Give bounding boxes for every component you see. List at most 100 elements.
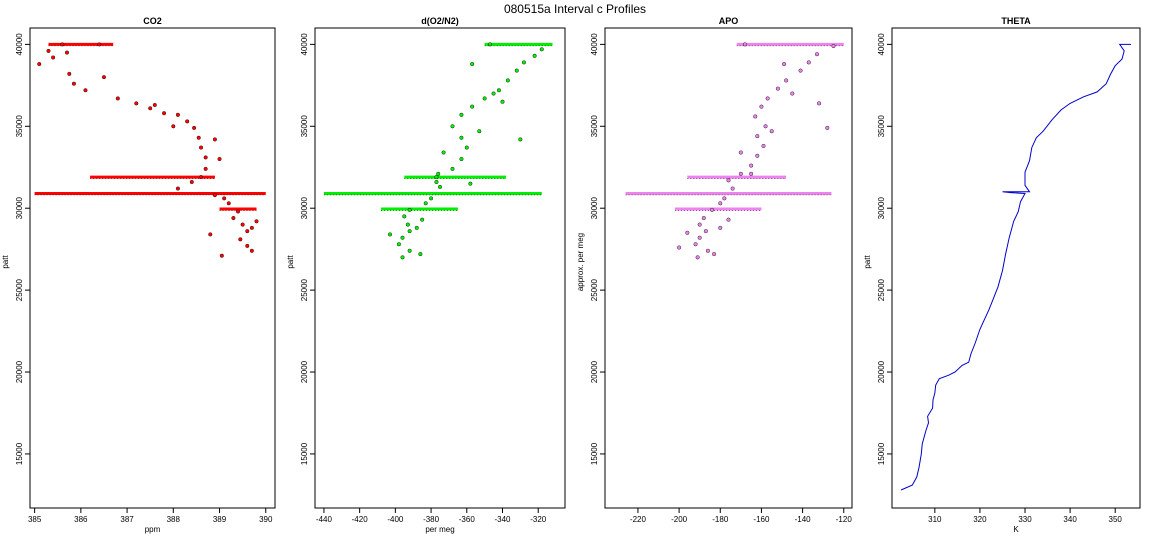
data-point: [491, 91, 496, 96]
x-tick-label: 350: [1109, 515, 1123, 524]
data-point: [162, 111, 167, 116]
data-point: [217, 157, 222, 162]
data-point: [790, 91, 795, 96]
y-axis-label: approx. per meg: [576, 233, 585, 291]
x-tick-label: 385: [28, 515, 42, 524]
data-point: [697, 222, 702, 227]
data-point: [429, 196, 434, 201]
data-point: [477, 129, 482, 134]
data-point: [212, 193, 217, 198]
data-point: [718, 225, 723, 230]
y-tick-label: 25000: [590, 278, 599, 301]
data-point: [459, 135, 464, 140]
y-tick-label: 35000: [877, 115, 886, 138]
data-point: [710, 207, 715, 212]
data-point: [199, 145, 204, 150]
data-point: [514, 68, 519, 73]
data-point: [712, 252, 717, 257]
x-tick-label: -180: [712, 515, 729, 524]
data-point: [407, 248, 412, 253]
data-point: [470, 104, 475, 109]
panel-2: d(O2/N2) -440 -420 -400 -380 -360 -340 -320 1500…: [286, 16, 566, 534]
x-tick-label: 387: [120, 515, 134, 524]
data-point: [496, 88, 501, 93]
x-tick-label: 310: [928, 515, 942, 524]
data-point: [450, 166, 455, 171]
data-point: [765, 96, 770, 101]
data-line: [900, 43, 1131, 491]
y-axis-label: patt: [1, 255, 10, 269]
data-point: [405, 222, 410, 227]
panel-title: THETA: [1001, 16, 1031, 26]
data-point: [245, 229, 250, 234]
data-point: [101, 75, 106, 80]
data-point: [505, 78, 510, 83]
data-point: [418, 252, 423, 257]
data-point: [782, 62, 787, 67]
data-point: [212, 137, 217, 142]
data-point: [203, 155, 208, 160]
x-tick-label: -400: [387, 515, 404, 524]
x-tick-label: 390: [259, 515, 273, 524]
data-point: [701, 216, 706, 221]
data-point: [705, 248, 710, 253]
data-point: [134, 101, 139, 106]
data-point: [464, 145, 469, 150]
data-point: [83, 88, 88, 93]
data-point: [64, 50, 69, 55]
data-point: [759, 104, 764, 109]
data-point: [539, 47, 544, 52]
y-tick-label: 15000: [300, 442, 309, 465]
data-point: [423, 201, 428, 206]
panel-4: THETA 310 320 330 340 350 15000 20000 25000 30000…: [863, 16, 1141, 534]
data-point: [249, 225, 254, 230]
x-tick-label: -420: [352, 515, 369, 524]
x-tick-label: -220: [630, 515, 647, 524]
y-tick-label: 15000: [877, 442, 886, 465]
y-tick-label: 40000: [15, 33, 24, 56]
data-point: [400, 255, 405, 260]
panel-title: CO2: [143, 16, 162, 26]
x-tick-label: 340: [1063, 515, 1077, 524]
data-point: [755, 153, 760, 158]
x-tick-label: -140: [795, 515, 812, 524]
data-point: [245, 243, 250, 248]
data-point: [726, 178, 731, 183]
data-point: [396, 242, 401, 247]
data-point: [208, 232, 213, 237]
y-tick-label: 40000: [590, 33, 599, 56]
data-point: [763, 124, 768, 129]
data-point: [775, 86, 780, 91]
y-axis-label: patt: [863, 255, 872, 269]
x-tick-label: -320: [530, 515, 547, 524]
data-point: [414, 225, 419, 230]
x-tick-label: 320: [973, 515, 987, 524]
panel-3: APO -220 -200 -180 -160 -140 -120 15000 20000 250…: [576, 16, 853, 524]
data-point: [738, 171, 743, 176]
data-point: [192, 125, 197, 130]
y-tick-label: 15000: [590, 442, 599, 465]
data-point: [148, 106, 153, 111]
y-tick-label: 35000: [590, 115, 599, 138]
x-tick-label: -200: [671, 515, 688, 524]
data-point: [749, 171, 754, 176]
y-tick-label: 30000: [877, 197, 886, 220]
data-point: [749, 163, 754, 168]
data-point: [175, 186, 180, 191]
y-tick-label: 25000: [877, 278, 886, 301]
data-point: [468, 181, 473, 186]
data-point: [189, 179, 194, 184]
data-point: [37, 62, 42, 67]
data-point: [219, 253, 224, 258]
data-point: [784, 78, 789, 83]
data-point: [97, 42, 102, 47]
y-tick-label: 20000: [877, 360, 886, 383]
data-point: [441, 150, 446, 155]
x-axis-label: K: [1013, 525, 1019, 534]
data-point: [231, 216, 236, 221]
data-point: [249, 248, 254, 253]
data-point: [798, 68, 803, 73]
x-tick-label: -120: [836, 515, 853, 524]
data-point: [742, 42, 747, 47]
data-point: [459, 112, 464, 117]
